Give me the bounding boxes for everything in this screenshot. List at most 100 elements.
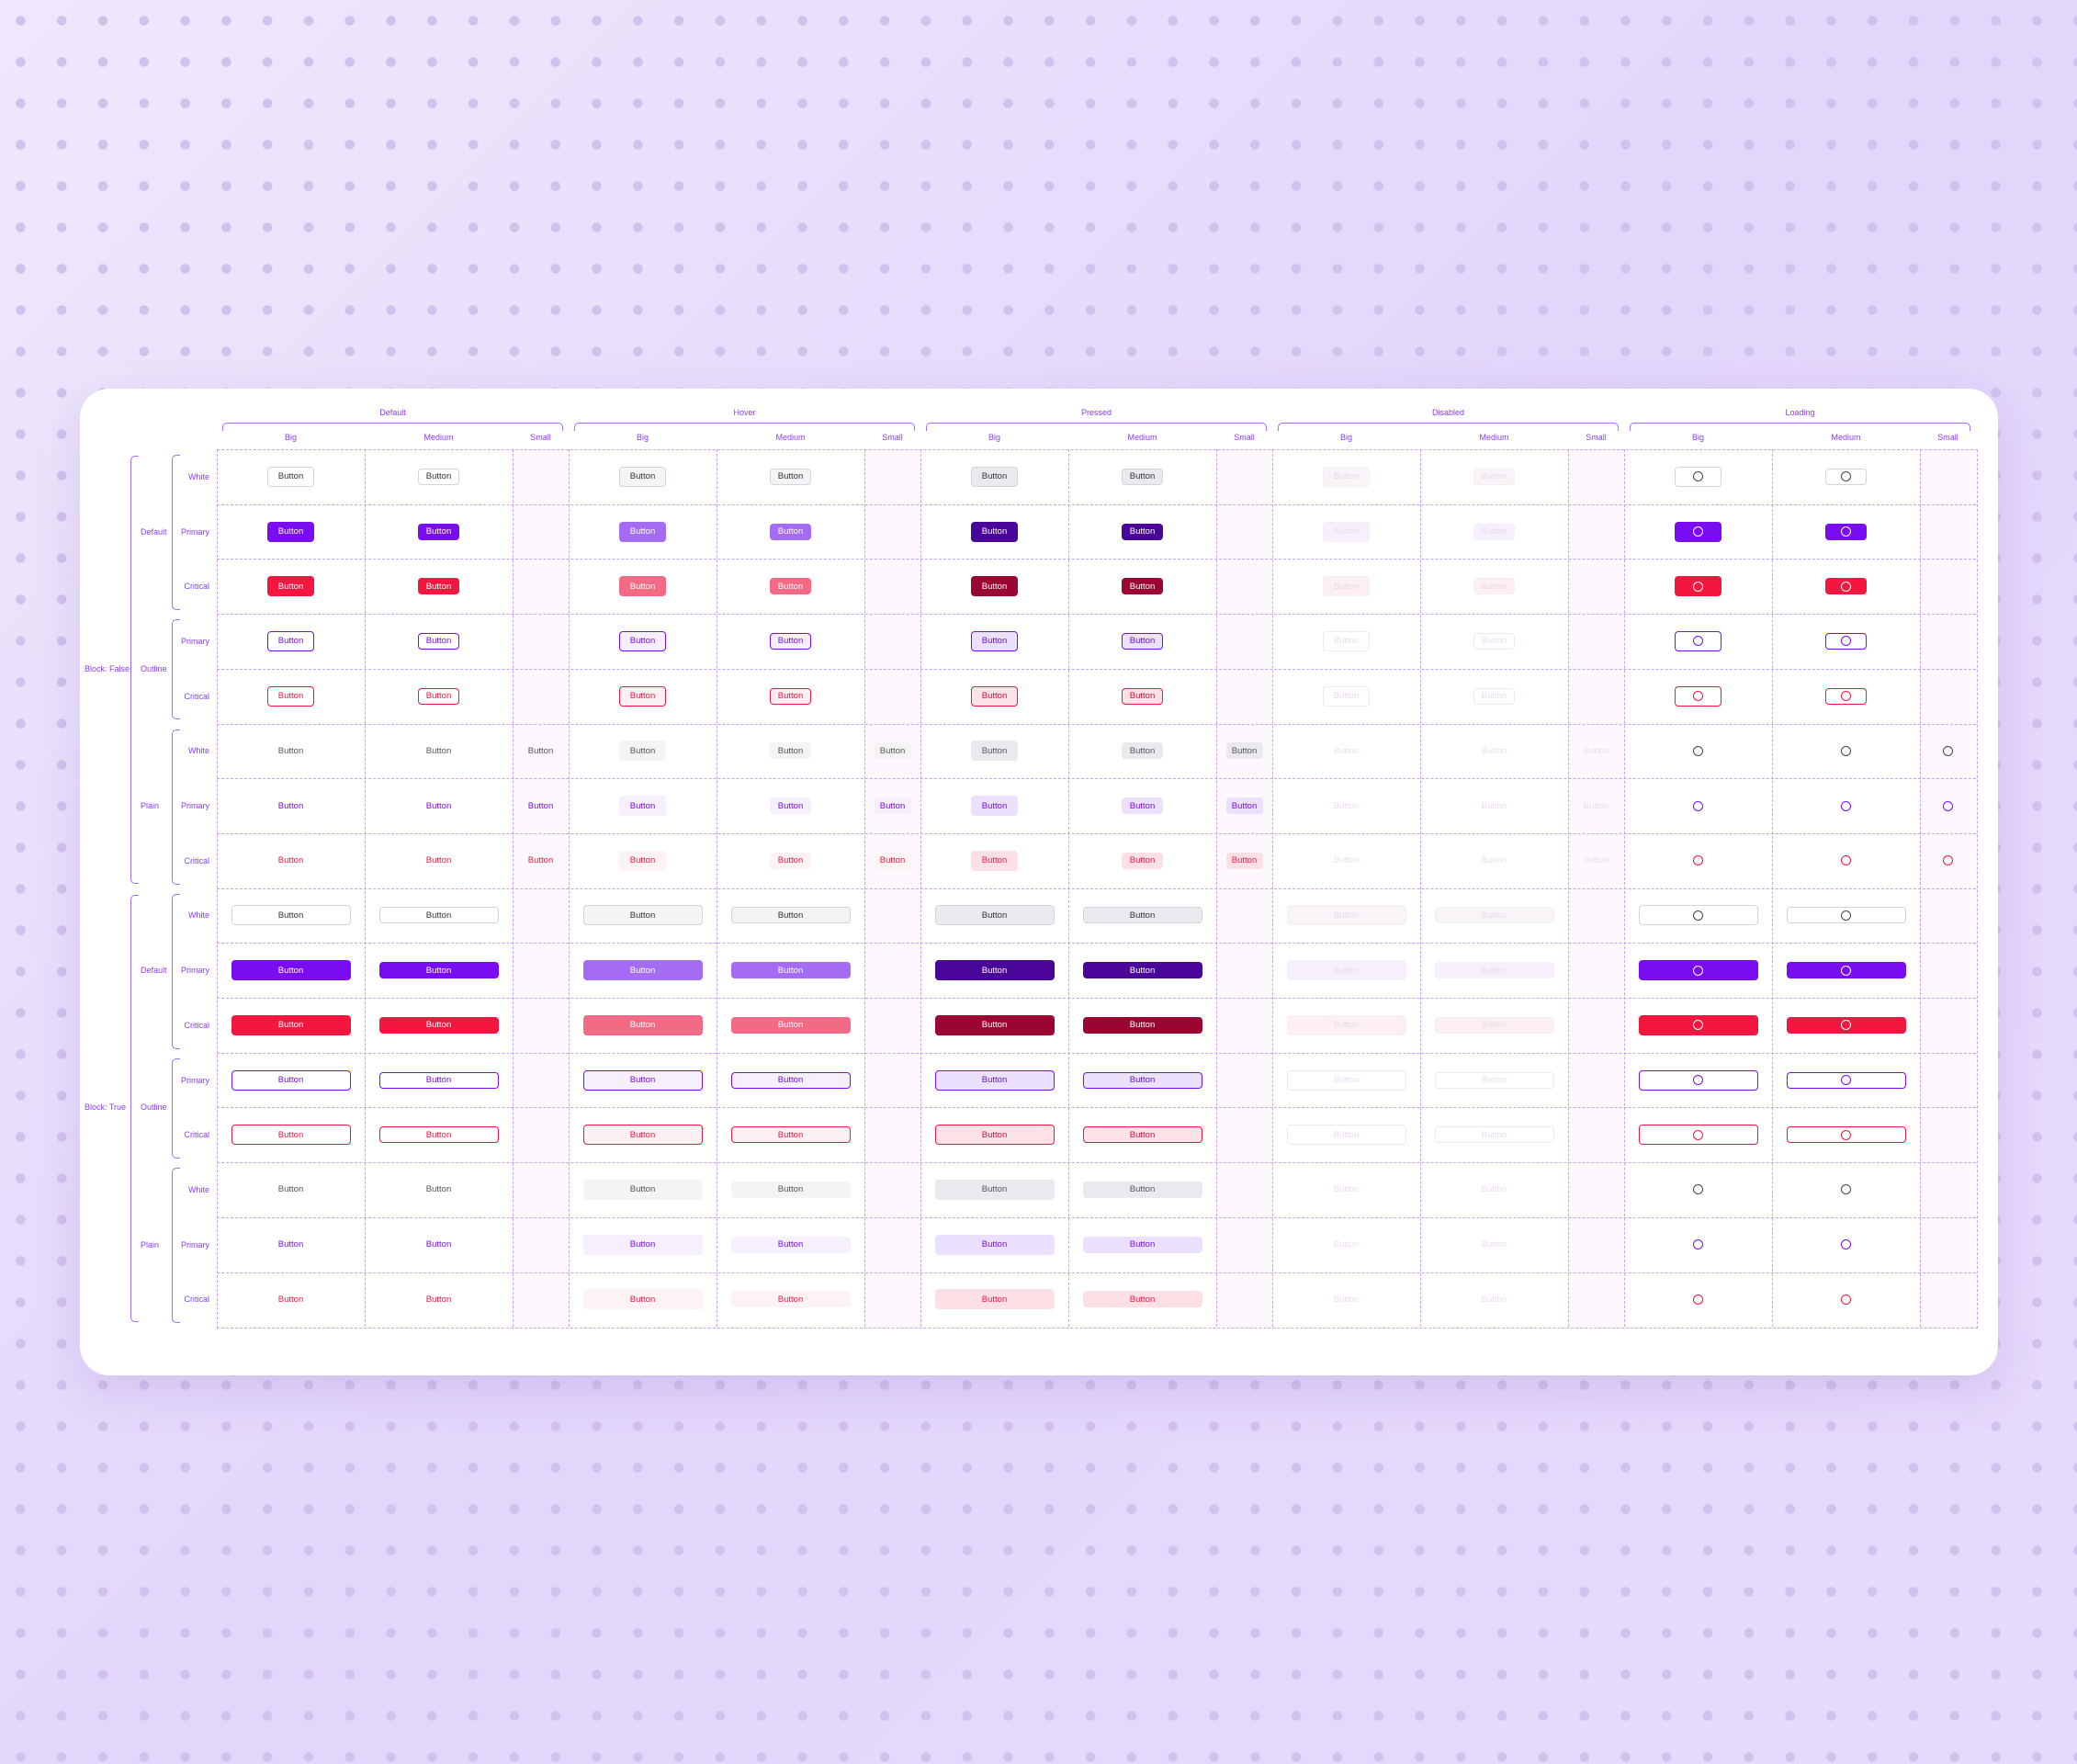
outline-primary-default-medium-button[interactable]: Button — [418, 632, 459, 650]
outline-primary-hover-medium-button[interactable]: Button — [770, 632, 811, 650]
outline-critical-default-medium-button[interactable]: Button — [378, 1126, 499, 1144]
outline-critical-disabled-medium-button[interactable]: Button — [1434, 1126, 1554, 1144]
outline-primary-pressed-medium-button[interactable]: Button — [1122, 632, 1163, 650]
default-critical-default-medium-button[interactable]: Button — [378, 1016, 499, 1034]
outline-critical-pressed-big-button[interactable]: Button — [971, 685, 1018, 707]
plain-white-loading-big-button[interactable] — [1675, 741, 1721, 761]
plain-critical-hover-big-button[interactable]: Button — [582, 1289, 703, 1310]
outline-critical-disabled-big-button[interactable]: Button — [1323, 685, 1370, 707]
default-primary-loading-big-button[interactable] — [1638, 960, 1758, 981]
default-white-loading-medium-button[interactable] — [1786, 907, 1906, 924]
plain-white-disabled-medium-button[interactable]: Button — [1473, 742, 1515, 759]
plain-critical-loading-medium-button[interactable] — [1787, 1291, 1906, 1307]
default-white-pressed-big-button[interactable]: Button — [971, 466, 1018, 487]
plain-white-loading-big-button[interactable] — [1639, 1180, 1758, 1200]
plain-white-hover-big-button[interactable]: Button — [582, 1179, 703, 1200]
default-white-loading-big-button[interactable] — [1638, 905, 1758, 926]
outline-critical-hover-big-button[interactable]: Button — [582, 1125, 703, 1146]
plain-primary-loading-medium-button[interactable] — [1787, 1237, 1906, 1253]
outline-critical-pressed-medium-button[interactable]: Button — [1122, 687, 1163, 705]
plain-primary-hover-medium-button[interactable]: Button — [730, 1236, 851, 1253]
outline-critical-disabled-medium-button[interactable]: Button — [1473, 687, 1515, 705]
default-primary-hover-big-button[interactable]: Button — [619, 521, 666, 542]
plain-critical-loading-big-button[interactable] — [1639, 1289, 1758, 1309]
plain-primary-pressed-small-button[interactable]: Button — [1225, 797, 1263, 815]
plain-critical-pressed-medium-button[interactable]: Button — [1122, 852, 1163, 869]
default-critical-disabled-big-button[interactable]: Button — [1323, 576, 1370, 597]
plain-primary-hover-medium-button[interactable]: Button — [770, 797, 811, 815]
default-white-default-big-button[interactable]: Button — [267, 466, 314, 487]
default-primary-default-big-button[interactable]: Button — [267, 521, 314, 542]
plain-white-disabled-medium-button[interactable]: Button — [1435, 1182, 1554, 1198]
plain-primary-hover-big-button[interactable]: Button — [582, 1234, 703, 1255]
default-critical-pressed-medium-button[interactable]: Button — [1082, 1016, 1202, 1034]
plain-critical-loading-medium-button[interactable] — [1825, 853, 1867, 869]
plain-critical-default-medium-button[interactable]: Button — [418, 853, 459, 869]
default-primary-hover-medium-button[interactable]: Button — [770, 523, 811, 540]
outline-critical-disabled-big-button[interactable]: Button — [1286, 1125, 1406, 1146]
default-critical-hover-big-button[interactable]: Button — [619, 576, 666, 597]
default-white-disabled-big-button[interactable]: Button — [1323, 466, 1370, 487]
plain-critical-hover-medium-button[interactable]: Button — [770, 852, 811, 869]
plain-critical-pressed-small-button[interactable]: Button — [1225, 852, 1263, 869]
default-critical-hover-medium-button[interactable]: Button — [730, 1016, 851, 1034]
default-primary-default-big-button[interactable]: Button — [231, 960, 351, 981]
plain-white-pressed-small-button[interactable]: Button — [1225, 742, 1263, 760]
default-critical-hover-medium-button[interactable]: Button — [770, 578, 811, 595]
plain-white-default-big-button[interactable]: Button — [231, 1180, 351, 1200]
default-primary-pressed-big-button[interactable]: Button — [934, 960, 1055, 981]
plain-white-default-medium-button[interactable]: Button — [418, 742, 459, 759]
default-white-hover-big-button[interactable]: Button — [582, 905, 703, 926]
outline-critical-default-big-button[interactable]: Button — [231, 1125, 351, 1146]
plain-white-hover-medium-button[interactable]: Button — [770, 742, 811, 760]
plain-critical-default-big-button[interactable]: Button — [231, 1289, 351, 1309]
plain-primary-default-big-button[interactable]: Button — [267, 796, 314, 816]
outline-critical-default-big-button[interactable]: Button — [267, 685, 314, 707]
plain-primary-disabled-big-button[interactable]: Button — [1287, 1235, 1406, 1255]
plain-primary-hover-small-button[interactable]: Button — [874, 797, 911, 815]
plain-white-pressed-big-button[interactable]: Button — [971, 741, 1018, 762]
default-white-pressed-medium-button[interactable]: Button — [1122, 468, 1163, 485]
plain-white-hover-medium-button[interactable]: Button — [730, 1181, 851, 1198]
outline-critical-loading-big-button[interactable] — [1638, 1125, 1758, 1146]
plain-primary-hover-big-button[interactable]: Button — [619, 796, 666, 817]
outline-critical-loading-big-button[interactable] — [1675, 685, 1721, 707]
plain-white-hover-small-button[interactable]: Button — [874, 742, 911, 760]
plain-primary-pressed-big-button[interactable]: Button — [934, 1234, 1055, 1255]
plain-critical-hover-small-button[interactable]: Button — [874, 852, 911, 869]
plain-white-pressed-medium-button[interactable]: Button — [1122, 742, 1163, 760]
plain-critical-hover-medium-button[interactable]: Button — [730, 1291, 851, 1308]
default-white-hover-big-button[interactable]: Button — [619, 466, 666, 487]
plain-critical-pressed-big-button[interactable]: Button — [934, 1289, 1055, 1310]
default-white-pressed-big-button[interactable]: Button — [934, 905, 1055, 926]
plain-critical-default-medium-button[interactable]: Button — [379, 1291, 499, 1307]
default-critical-default-medium-button[interactable]: Button — [418, 578, 459, 595]
plain-white-default-big-button[interactable]: Button — [267, 741, 314, 761]
default-primary-disabled-big-button[interactable]: Button — [1323, 521, 1370, 542]
outline-primary-hover-medium-button[interactable]: Button — [730, 1071, 851, 1089]
plain-primary-loading-medium-button[interactable] — [1825, 797, 1867, 814]
default-critical-loading-big-button[interactable] — [1638, 1014, 1758, 1035]
outline-primary-default-medium-button[interactable]: Button — [378, 1071, 499, 1089]
default-white-hover-medium-button[interactable]: Button — [770, 468, 811, 485]
plain-critical-default-big-button[interactable]: Button — [267, 851, 314, 871]
default-critical-loading-medium-button[interactable] — [1825, 578, 1867, 595]
plain-white-loading-small-button[interactable] — [1930, 742, 1967, 759]
plain-primary-default-big-button[interactable]: Button — [231, 1235, 351, 1255]
outline-critical-pressed-medium-button[interactable]: Button — [1082, 1126, 1202, 1144]
outline-critical-hover-medium-button[interactable]: Button — [770, 687, 811, 705]
default-white-loading-big-button[interactable] — [1675, 466, 1721, 487]
plain-primary-default-medium-button[interactable]: Button — [418, 797, 459, 814]
outline-primary-default-big-button[interactable]: Button — [231, 1069, 351, 1091]
default-primary-loading-medium-button[interactable] — [1825, 523, 1867, 540]
default-critical-loading-medium-button[interactable] — [1786, 1016, 1906, 1034]
plain-white-disabled-big-button[interactable]: Button — [1287, 1180, 1406, 1200]
outline-primary-pressed-medium-button[interactable]: Button — [1082, 1071, 1202, 1089]
outline-primary-pressed-big-button[interactable]: Button — [971, 630, 1018, 651]
outline-primary-loading-big-button[interactable] — [1638, 1069, 1758, 1091]
outline-critical-default-medium-button[interactable]: Button — [418, 687, 459, 705]
default-primary-pressed-big-button[interactable]: Button — [971, 521, 1018, 542]
plain-white-disabled-small-button[interactable]: Button — [1578, 742, 1615, 759]
plain-primary-default-small-button[interactable]: Button — [523, 797, 559, 814]
default-white-hover-medium-button[interactable]: Button — [730, 907, 851, 924]
